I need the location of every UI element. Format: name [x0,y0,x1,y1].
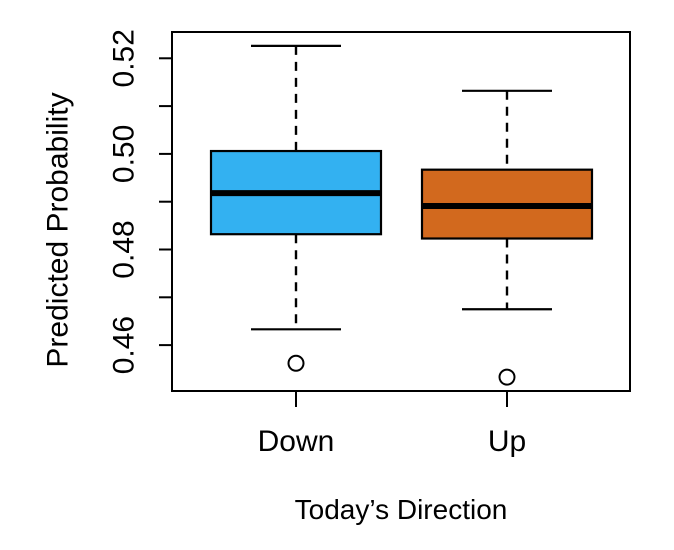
category-label-down: Down [258,425,335,458]
y-tick-label: 0.48 [108,220,141,278]
y-tick-label: 0.50 [108,125,141,183]
y-tick-label: 0.46 [108,316,141,374]
plot-border [171,31,631,392]
outlier-point-down [287,354,305,372]
y-tick-label: 0.52 [108,29,141,87]
category-label-up: Up [488,425,526,458]
y-axis-title: Predicted Probability [42,92,75,367]
outlier-point-up [498,368,516,386]
x-axis-title: Today’s Direction [295,494,508,525]
